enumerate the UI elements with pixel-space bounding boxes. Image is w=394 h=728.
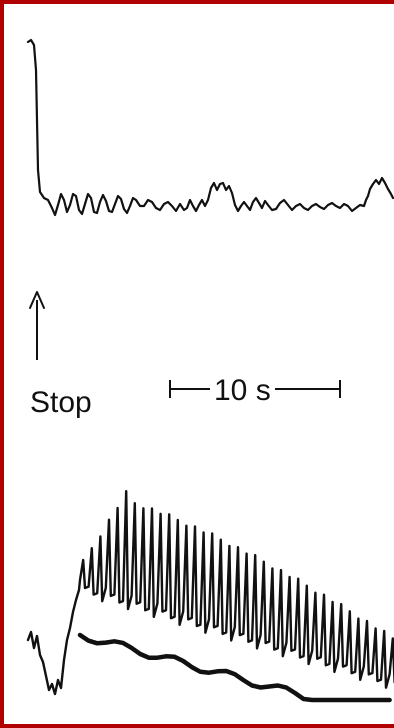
upper-trace <box>26 38 394 217</box>
stop-arrow-head <box>29 291 45 309</box>
stop-label: Stop <box>30 386 92 419</box>
lower-trace <box>26 490 394 696</box>
lower-trace-baseline <box>77 632 392 703</box>
scale-bar-label: 10 s <box>210 376 275 406</box>
